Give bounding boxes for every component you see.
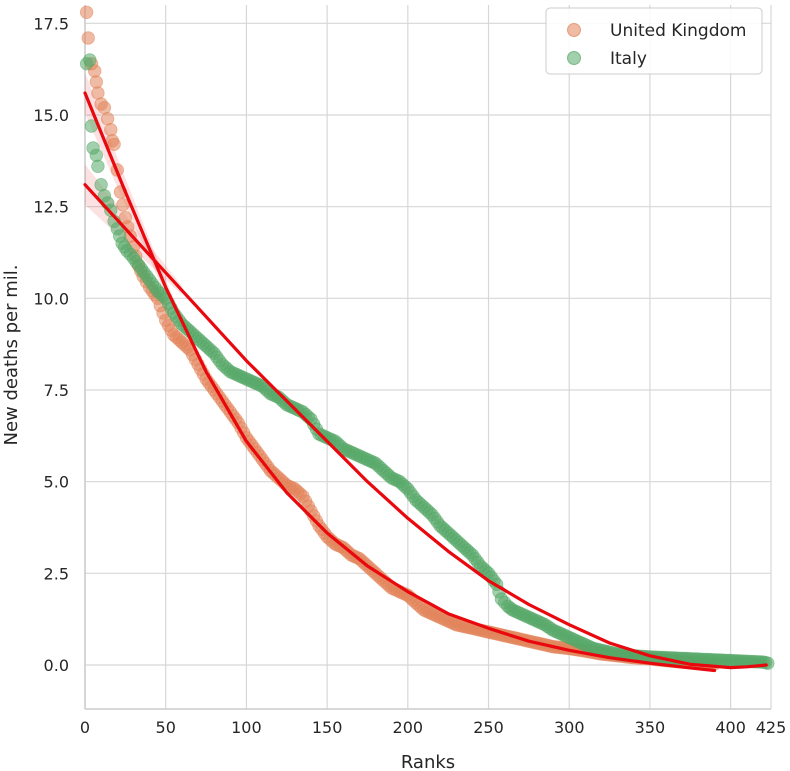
x-axis-title: Ranks [401, 752, 455, 771]
x-tick-label: 100 [231, 718, 262, 737]
data-point-united-kingdom [81, 31, 95, 45]
x-tick-label: 350 [635, 718, 666, 737]
data-point-united-kingdom [97, 100, 112, 115]
legend-frame [545, 7, 763, 75]
y-tick-label: 2.5 [44, 564, 69, 583]
x-tick-label: 0 [80, 718, 90, 737]
fit-lines [83, 91, 768, 673]
data-point-united-kingdom [79, 5, 94, 20]
y-tick-label: 0.0 [44, 656, 69, 675]
axis-spines [84, 5, 771, 710]
data-point-italy [89, 148, 104, 163]
x-tick-label: 425 [756, 718, 787, 737]
x-tick-label: 400 [715, 718, 746, 737]
x-tick-label: 50 [156, 718, 176, 737]
x-tick-label: 250 [473, 718, 504, 737]
legend-marker-united-kingdom [567, 23, 581, 37]
data-point-italy [761, 656, 775, 670]
x-tick-label: 150 [312, 718, 343, 737]
data-point-united-kingdom [91, 86, 105, 100]
data-point-italy [83, 53, 97, 67]
data-point-italy [91, 159, 105, 174]
y-tick-label: 5.0 [44, 473, 69, 492]
x-tick-label: 300 [554, 718, 585, 737]
fit-line [83, 91, 717, 673]
legend-label-united-kingdom: United Kingdom [610, 21, 746, 41]
data-point-united-kingdom [107, 137, 121, 152]
x-axis-ticks: 0 50 100 150 200 250 300 350 400 425 [80, 718, 786, 737]
y-tick-label: 15.0 [33, 106, 69, 125]
y-tick-label: 17.5 [33, 14, 69, 33]
y-tick-label: 10.0 [33, 289, 69, 308]
data-point-united-kingdom [89, 75, 104, 89]
legend: United Kingdom Italy [545, 7, 763, 75]
data-point-united-kingdom [104, 122, 118, 137]
y-axis-ticks: 0.0 2.5 5.0 7.5 10.0 12.5 15.0 17.5 [33, 14, 69, 675]
x-tick-label: 200 [393, 718, 424, 737]
y-axis-title: New deaths per mil. [1, 265, 22, 446]
y-tick-label: 12.5 [33, 198, 69, 217]
y-tick-label: 7.5 [44, 381, 69, 400]
legend-label-italy: Italy [610, 49, 647, 69]
fit-line [83, 183, 768, 670]
data-point-united-kingdom [100, 111, 115, 126]
legend-marker-italy [567, 51, 581, 65]
